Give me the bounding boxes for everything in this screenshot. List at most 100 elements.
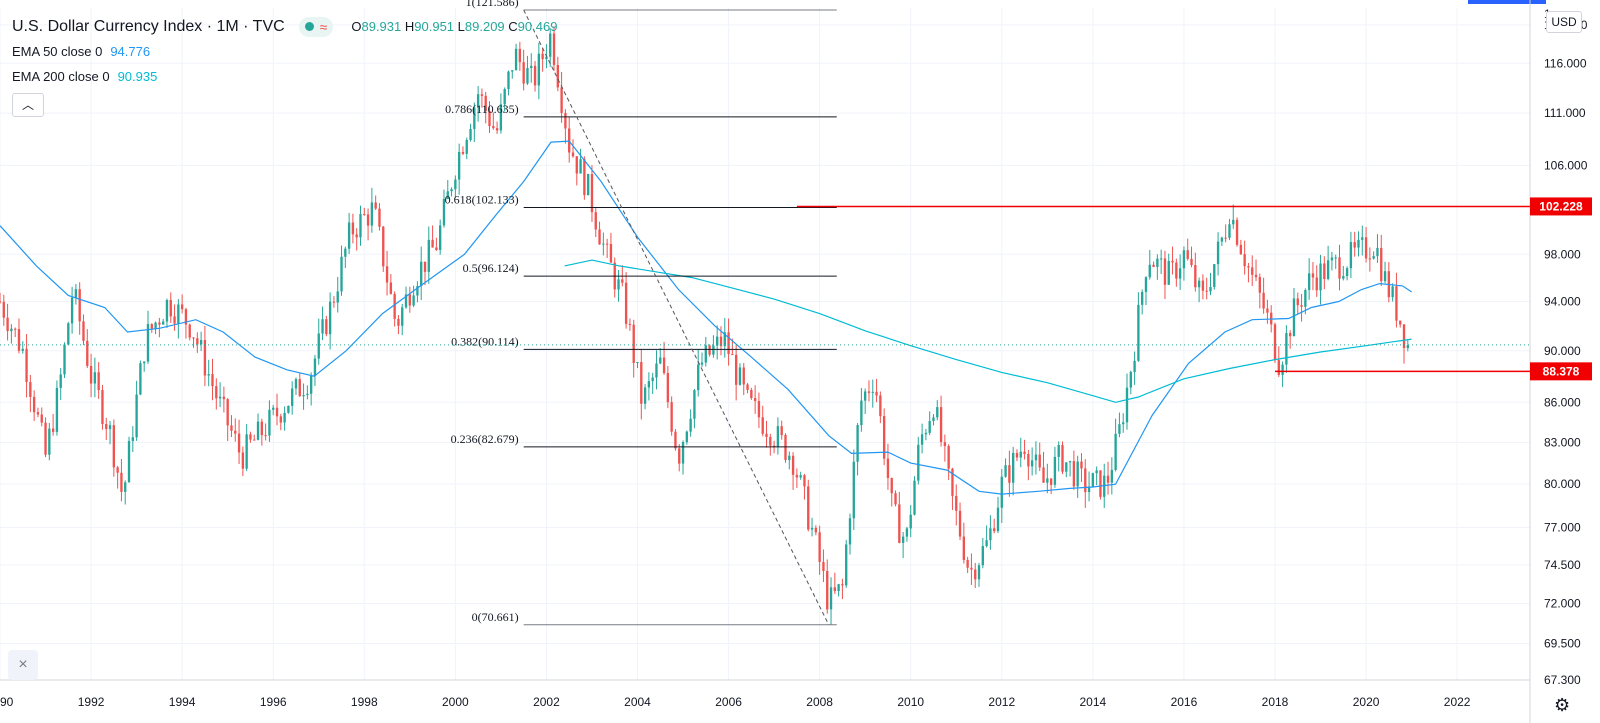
candle-body xyxy=(552,33,556,65)
settings-gear-icon[interactable]: ⚙ xyxy=(1554,695,1571,715)
collapse-legend-button[interactable]: ︿ xyxy=(12,93,44,117)
candle-body xyxy=(112,425,116,468)
candle xyxy=(560,71,563,123)
candle-body xyxy=(40,414,43,423)
candle xyxy=(63,342,66,378)
candle xyxy=(894,490,897,507)
candle-body xyxy=(215,386,218,399)
candle-body xyxy=(2,301,5,318)
candle-body xyxy=(1190,258,1193,266)
candle xyxy=(1232,204,1235,229)
ema200-row[interactable]: EMA 200 close 0 90.935 xyxy=(12,64,557,89)
candle-body xyxy=(586,173,590,196)
candle xyxy=(962,522,966,564)
candle xyxy=(427,226,430,284)
candle xyxy=(951,467,954,511)
candle xyxy=(917,436,920,485)
candle xyxy=(1372,251,1375,260)
candle-body xyxy=(48,428,51,455)
y-tick-label: 77.000 xyxy=(1544,520,1581,534)
candle-body xyxy=(867,391,871,393)
close-button[interactable]: × xyxy=(8,650,38,680)
candle xyxy=(450,187,453,197)
candle-body xyxy=(378,208,381,227)
candle xyxy=(484,91,487,124)
candle xyxy=(518,41,522,71)
approx-icon: ≈ xyxy=(319,18,328,35)
candle xyxy=(1080,453,1083,482)
candle xyxy=(1129,370,1132,395)
candle-body xyxy=(139,363,142,395)
candle xyxy=(272,404,275,416)
symbol-title[interactable]: U.S. Dollar Currency Index · 1M · TVC xyxy=(12,17,285,35)
candle xyxy=(556,56,559,92)
candle xyxy=(905,526,909,542)
candle-body xyxy=(1114,433,1117,470)
x-tick-label: 1998 xyxy=(351,695,378,709)
candle-body xyxy=(670,402,673,432)
candle-body xyxy=(541,53,544,60)
candle xyxy=(1364,227,1368,263)
candle xyxy=(55,380,59,436)
candle-body xyxy=(738,367,742,385)
candle-body xyxy=(177,304,180,324)
candle xyxy=(21,341,24,354)
candle-body xyxy=(985,540,988,547)
candle xyxy=(1334,254,1337,269)
candle xyxy=(366,208,370,241)
candle xyxy=(116,465,119,489)
candle xyxy=(1042,451,1045,483)
candle xyxy=(253,434,256,441)
market-status-pill[interactable]: ≈ xyxy=(298,16,334,37)
candle-body xyxy=(1034,454,1038,461)
candle-body xyxy=(268,409,271,436)
candle xyxy=(1383,261,1387,284)
candle xyxy=(97,362,100,399)
candle xyxy=(188,323,191,341)
candle xyxy=(571,139,575,158)
candle xyxy=(230,415,233,437)
candle-body xyxy=(1319,263,1322,291)
candle-body xyxy=(1372,256,1375,259)
candle xyxy=(1133,351,1136,385)
ema200-line xyxy=(564,259,1412,403)
candle-body xyxy=(981,546,984,566)
y-tick-label: 80.000 xyxy=(1544,477,1581,491)
candle xyxy=(442,189,446,228)
candle xyxy=(530,53,533,83)
candle-body xyxy=(309,375,313,394)
candle xyxy=(234,418,237,442)
candle xyxy=(336,276,339,313)
candle-body xyxy=(518,48,522,63)
candle-body xyxy=(1186,250,1189,259)
candle-body xyxy=(549,33,552,57)
candle-body xyxy=(1110,469,1114,483)
candle-body xyxy=(936,407,939,418)
candle xyxy=(989,515,992,550)
candle-body xyxy=(666,373,670,403)
candle-body xyxy=(1323,263,1326,280)
currency-button[interactable]: USD xyxy=(1546,11,1582,33)
candle-body xyxy=(1251,267,1254,275)
candle xyxy=(727,318,730,366)
candle xyxy=(837,583,840,597)
candle-body xyxy=(382,226,385,267)
candle xyxy=(1004,458,1007,478)
x-tick-label: 2006 xyxy=(715,695,742,709)
candle-body xyxy=(632,324,635,363)
candle xyxy=(704,337,707,367)
candle-body xyxy=(716,336,719,346)
low-value: 89.209 xyxy=(464,19,505,34)
candle-body xyxy=(143,361,146,364)
ema50-row[interactable]: EMA 50 close 0 94.776 xyxy=(12,39,557,64)
candle-body xyxy=(173,316,176,324)
candle-body xyxy=(750,389,753,399)
candle-body xyxy=(218,396,222,399)
candle xyxy=(1038,442,1041,472)
candle-body xyxy=(1285,333,1288,365)
candle-body xyxy=(1122,422,1125,425)
candle-body xyxy=(776,426,780,447)
candle-body xyxy=(124,482,127,492)
candle-body xyxy=(1262,292,1265,309)
